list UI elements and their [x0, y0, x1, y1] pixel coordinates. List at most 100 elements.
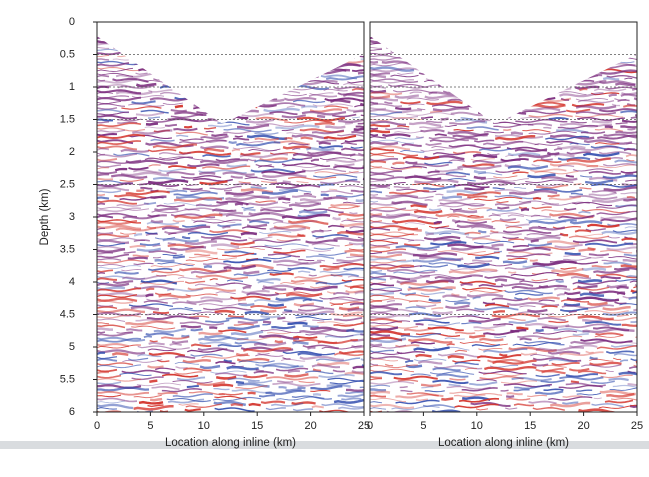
seismic-reflector [602, 76, 620, 81]
seismic-reflector [494, 134, 536, 141]
seismic-reflector [126, 328, 143, 332]
seismic-reflector [227, 377, 260, 382]
seismic-reflector [426, 120, 443, 124]
seismic-reflector [595, 332, 624, 337]
seismic-reflector [284, 119, 333, 124]
seismic-reflector [243, 374, 268, 379]
seismic-reflector [543, 388, 564, 391]
seismic-reflector [454, 349, 468, 353]
seismic-reflector [593, 397, 602, 400]
seismic-reflector [97, 386, 150, 392]
seismic-reflector [610, 397, 637, 402]
seismic-reflector [574, 36, 592, 39]
seismic-reflector [559, 376, 604, 381]
seismic-reflector [288, 142, 309, 146]
seismic-reflector [97, 381, 122, 385]
seismic-reflector [225, 105, 258, 111]
seismic-reflector [310, 158, 319, 162]
seismic-reflector [97, 390, 150, 396]
seismic-reflector [473, 169, 487, 174]
seismic-reflector [272, 382, 321, 387]
seismic-reflector [97, 343, 130, 348]
seismic-reflector [130, 305, 160, 311]
seismic-reflector [519, 305, 536, 308]
seismic-reflector [312, 234, 349, 238]
seismic-reflector [151, 72, 165, 76]
seismic-reflector [203, 306, 252, 311]
seismic-reflector [246, 63, 284, 68]
seismic-reflector [296, 116, 345, 122]
seismic-reflector [491, 243, 504, 248]
seismic-reflector [463, 31, 511, 34]
seismic-reflector [565, 323, 610, 329]
seismic-reflector [394, 130, 423, 134]
seismic-reflector [408, 32, 444, 34]
seismic-reflector [440, 117, 449, 121]
seismic-reflector [241, 289, 270, 294]
seismic-reflector [384, 101, 393, 105]
seismic-reflector [405, 175, 442, 181]
seismic-reflector [452, 132, 489, 139]
seismic-reflector [566, 44, 611, 49]
seismic-reflector [422, 66, 439, 69]
seismic-reflector [612, 229, 637, 233]
seismic-reflector [406, 48, 451, 54]
seismic-reflector [245, 175, 258, 178]
seismic-reflector [135, 72, 148, 75]
seismic-reflector [370, 79, 415, 84]
seismic-reflector [394, 84, 443, 89]
seismic-reflector [282, 357, 291, 360]
seismic-reflector [370, 257, 415, 263]
seismic-reflector [319, 268, 364, 274]
seismic-reflector [250, 168, 295, 174]
seismic-reflector [222, 252, 255, 257]
seismic-reflector [478, 284, 503, 288]
seismic-reflector [308, 93, 338, 98]
seismic-reflector [325, 75, 364, 81]
seismic-reflector [564, 251, 581, 256]
seismic-reflector [315, 280, 352, 285]
seismic-reflector [147, 365, 164, 369]
seismic-reflector [532, 197, 542, 200]
seismic-reflector [140, 186, 153, 190]
seismic-reflector [461, 36, 494, 38]
seismic-reflector [97, 153, 138, 158]
seismic-reflector [560, 307, 589, 312]
seismic-reflector [134, 55, 180, 61]
seismic-reflector [633, 308, 637, 312]
seismic-reflector [420, 149, 445, 152]
seismic-reflector [269, 152, 299, 155]
seismic-reflector [145, 287, 155, 292]
seismic-reflector [600, 275, 621, 280]
seismic-reflector [187, 72, 204, 76]
seismic-reflector [513, 403, 535, 407]
seismic-reflector [97, 337, 142, 343]
seismic-reflector [217, 343, 242, 348]
seismic-reflector [204, 127, 217, 130]
seismic-reflector [173, 78, 222, 84]
seismic-reflector [503, 94, 532, 98]
seismic-reflector [517, 335, 562, 341]
seismic-reflector [147, 179, 189, 185]
seismic-reflector [122, 214, 167, 220]
seismic-reflector [351, 130, 364, 135]
seismic-reflector [290, 33, 326, 35]
seismic-reflector [286, 36, 316, 39]
seismic-reflector [412, 257, 462, 263]
seismic-reflector [312, 103, 353, 107]
seismic-reflector [248, 148, 281, 152]
seismic-reflector [273, 249, 306, 254]
seismic-reflector [400, 150, 425, 153]
seismic-reflector [440, 60, 457, 63]
seismic-reflector [333, 398, 364, 404]
seismic-reflector [502, 236, 519, 239]
seismic-reflector [345, 388, 364, 393]
seismic-reflector [494, 336, 507, 339]
seismic-reflector [352, 365, 364, 371]
seismic-reflector [217, 121, 250, 126]
seismic-reflector [575, 114, 624, 118]
seismic-reflector [397, 72, 414, 75]
seismic-reflector [333, 236, 364, 242]
seismic-reflector [403, 39, 444, 44]
seismic-reflector [370, 117, 423, 121]
